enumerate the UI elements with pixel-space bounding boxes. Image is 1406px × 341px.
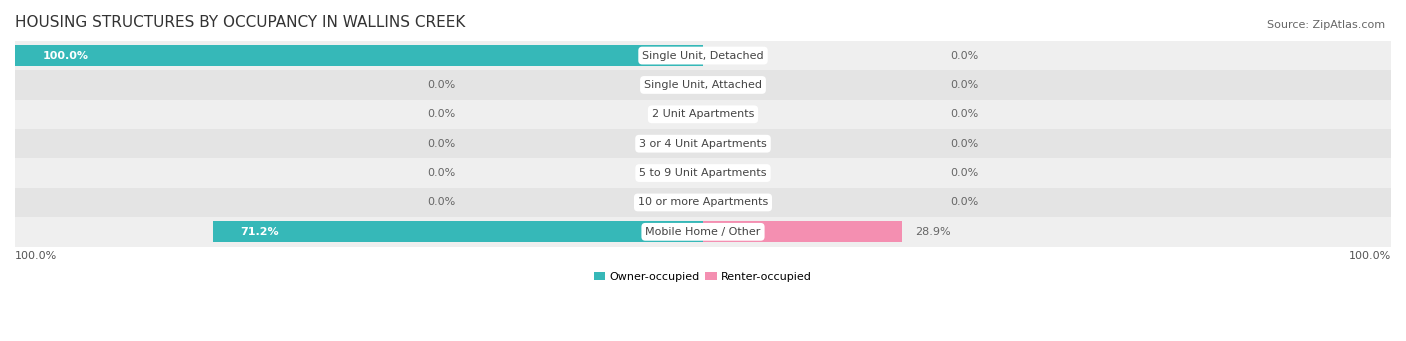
Bar <box>15 45 703 66</box>
Text: 0.0%: 0.0% <box>950 50 979 61</box>
Text: Mobile Home / Other: Mobile Home / Other <box>645 227 761 237</box>
Bar <box>15 100 1391 129</box>
Text: 0.0%: 0.0% <box>427 168 456 178</box>
Bar <box>703 221 901 242</box>
Bar <box>214 221 703 242</box>
Text: 0.0%: 0.0% <box>950 168 979 178</box>
Text: 0.0%: 0.0% <box>950 109 979 119</box>
Text: 0.0%: 0.0% <box>950 197 979 207</box>
Text: 0.0%: 0.0% <box>427 109 456 119</box>
Text: 2 Unit Apartments: 2 Unit Apartments <box>652 109 754 119</box>
Text: Single Unit, Attached: Single Unit, Attached <box>644 80 762 90</box>
Text: 0.0%: 0.0% <box>427 80 456 90</box>
Bar <box>15 129 1391 158</box>
Text: 0.0%: 0.0% <box>427 197 456 207</box>
Bar <box>15 217 1391 247</box>
Text: 0.0%: 0.0% <box>950 139 979 149</box>
Bar <box>15 158 1391 188</box>
Text: 100.0%: 100.0% <box>15 251 58 261</box>
Text: HOUSING STRUCTURES BY OCCUPANCY IN WALLINS CREEK: HOUSING STRUCTURES BY OCCUPANCY IN WALLI… <box>15 15 465 30</box>
Text: Source: ZipAtlas.com: Source: ZipAtlas.com <box>1267 20 1385 30</box>
Bar <box>15 70 1391 100</box>
Text: 28.9%: 28.9% <box>915 227 952 237</box>
Text: 10 or more Apartments: 10 or more Apartments <box>638 197 768 207</box>
Text: 0.0%: 0.0% <box>950 80 979 90</box>
Text: 71.2%: 71.2% <box>240 227 280 237</box>
Legend: Owner-occupied, Renter-occupied: Owner-occupied, Renter-occupied <box>589 267 817 286</box>
Text: 100.0%: 100.0% <box>42 50 89 61</box>
Text: 5 to 9 Unit Apartments: 5 to 9 Unit Apartments <box>640 168 766 178</box>
Text: 0.0%: 0.0% <box>427 139 456 149</box>
Bar <box>15 41 1391 70</box>
Bar <box>15 188 1391 217</box>
Text: 100.0%: 100.0% <box>1348 251 1391 261</box>
Text: Single Unit, Detached: Single Unit, Detached <box>643 50 763 61</box>
Text: 3 or 4 Unit Apartments: 3 or 4 Unit Apartments <box>640 139 766 149</box>
